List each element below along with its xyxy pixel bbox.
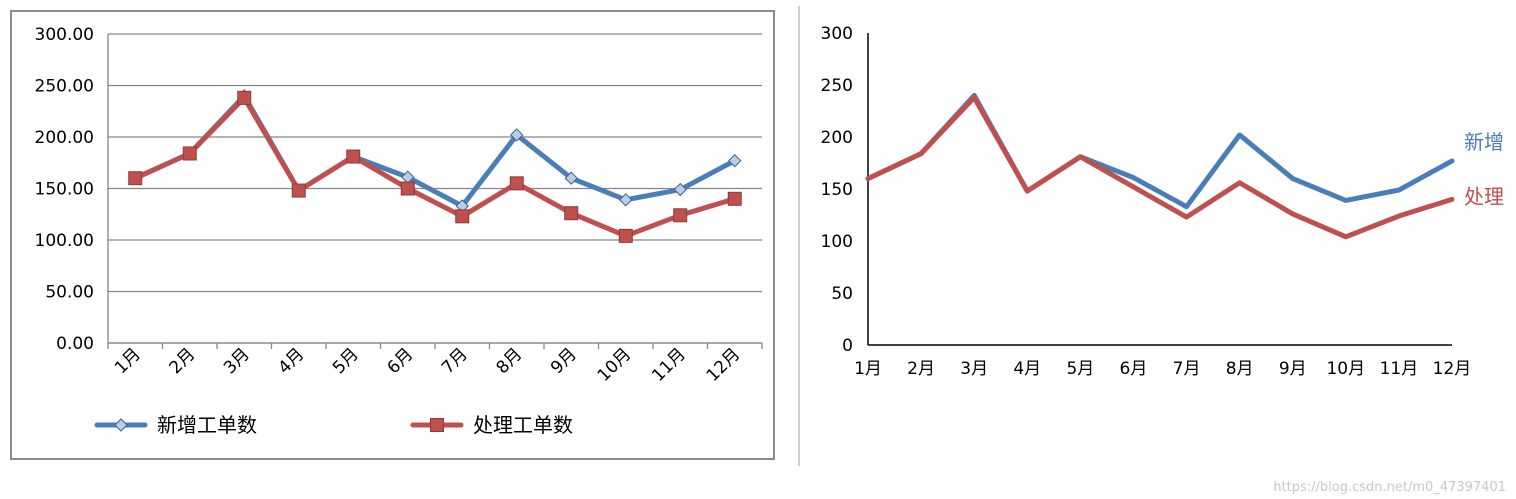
x-tick-label: 12月 [1433,359,1472,379]
y-tick-label: 200 [821,128,853,148]
y-tick-label: 250 [821,76,853,96]
x-tick-label: 9月 [1279,359,1307,379]
y-tick-label: 50.00 [45,283,94,303]
x-tick-label: 1月 [854,359,882,379]
data-point-square [182,146,197,161]
y-tick-label: 50 [831,284,853,304]
x-tick-label: 5月 [1066,359,1094,379]
legend-label: 新增工单数 [157,413,257,437]
y-tick-label: 100 [821,232,853,252]
data-point-square [509,176,524,191]
y-tick-label: 0 [842,336,853,356]
data-point-square [727,191,742,206]
series-line-2 [132,95,738,239]
x-tick-label: 4月 [1013,359,1041,379]
data-point-square [128,171,143,186]
data-point-square [346,149,361,164]
series-line-2 [865,94,1455,240]
series-direct-label: 新增 [1464,130,1504,154]
y-tick-label: 300.00 [35,25,94,45]
data-point-square [400,181,415,196]
x-tick-label: 7月 [1173,359,1201,379]
x-tick-label: 3月 [960,359,988,379]
right-chart: 0 50 100 150 200 250 300 1月 2月 3月 4月 5月 6月 7月 8月 9月 10月 1… [821,24,1504,379]
series-line-1 [865,92,1455,210]
y-tick-label: 200.00 [35,128,94,148]
y-tick-label: 0.00 [56,334,94,354]
y-tick-label: 250.00 [35,77,94,97]
data-point-square [455,209,470,224]
x-tick-label: 10月 [1326,359,1365,379]
data-point-diamond [564,171,578,185]
left-chart: 0.0050.00100.00150.00200.00250.00300.001… [35,25,763,437]
legend-marker-square [430,418,444,432]
watermark: https://blog.csdn.net/m0_47397401 [1273,480,1506,495]
data-point-diamond [510,128,524,142]
data-point-square [564,206,579,221]
legend-marker-diamond [114,418,128,432]
data-point-square [237,90,252,105]
x-tick-label: 6月 [1120,359,1148,379]
data-point-diamond [728,153,742,168]
series-direct-label: 处理 [1464,184,1504,208]
y-tick-label: 300 [821,24,853,44]
left-chart-frame [10,10,775,460]
x-tick-label: 11月 [1380,359,1419,379]
data-point-square [673,208,688,223]
data-point-square [291,183,306,198]
data-point-square [618,228,633,243]
data-point-diamond [619,193,633,207]
legend-label: 处理工单数 [473,413,573,437]
y-tick-label: 150 [821,180,853,200]
y-tick-label: 150.00 [35,180,94,200]
x-tick-label: 8月 [1226,359,1254,379]
data-point-diamond [673,182,687,197]
y-tick-label: 100.00 [35,231,94,251]
x-tick-label: 2月 [907,359,935,379]
